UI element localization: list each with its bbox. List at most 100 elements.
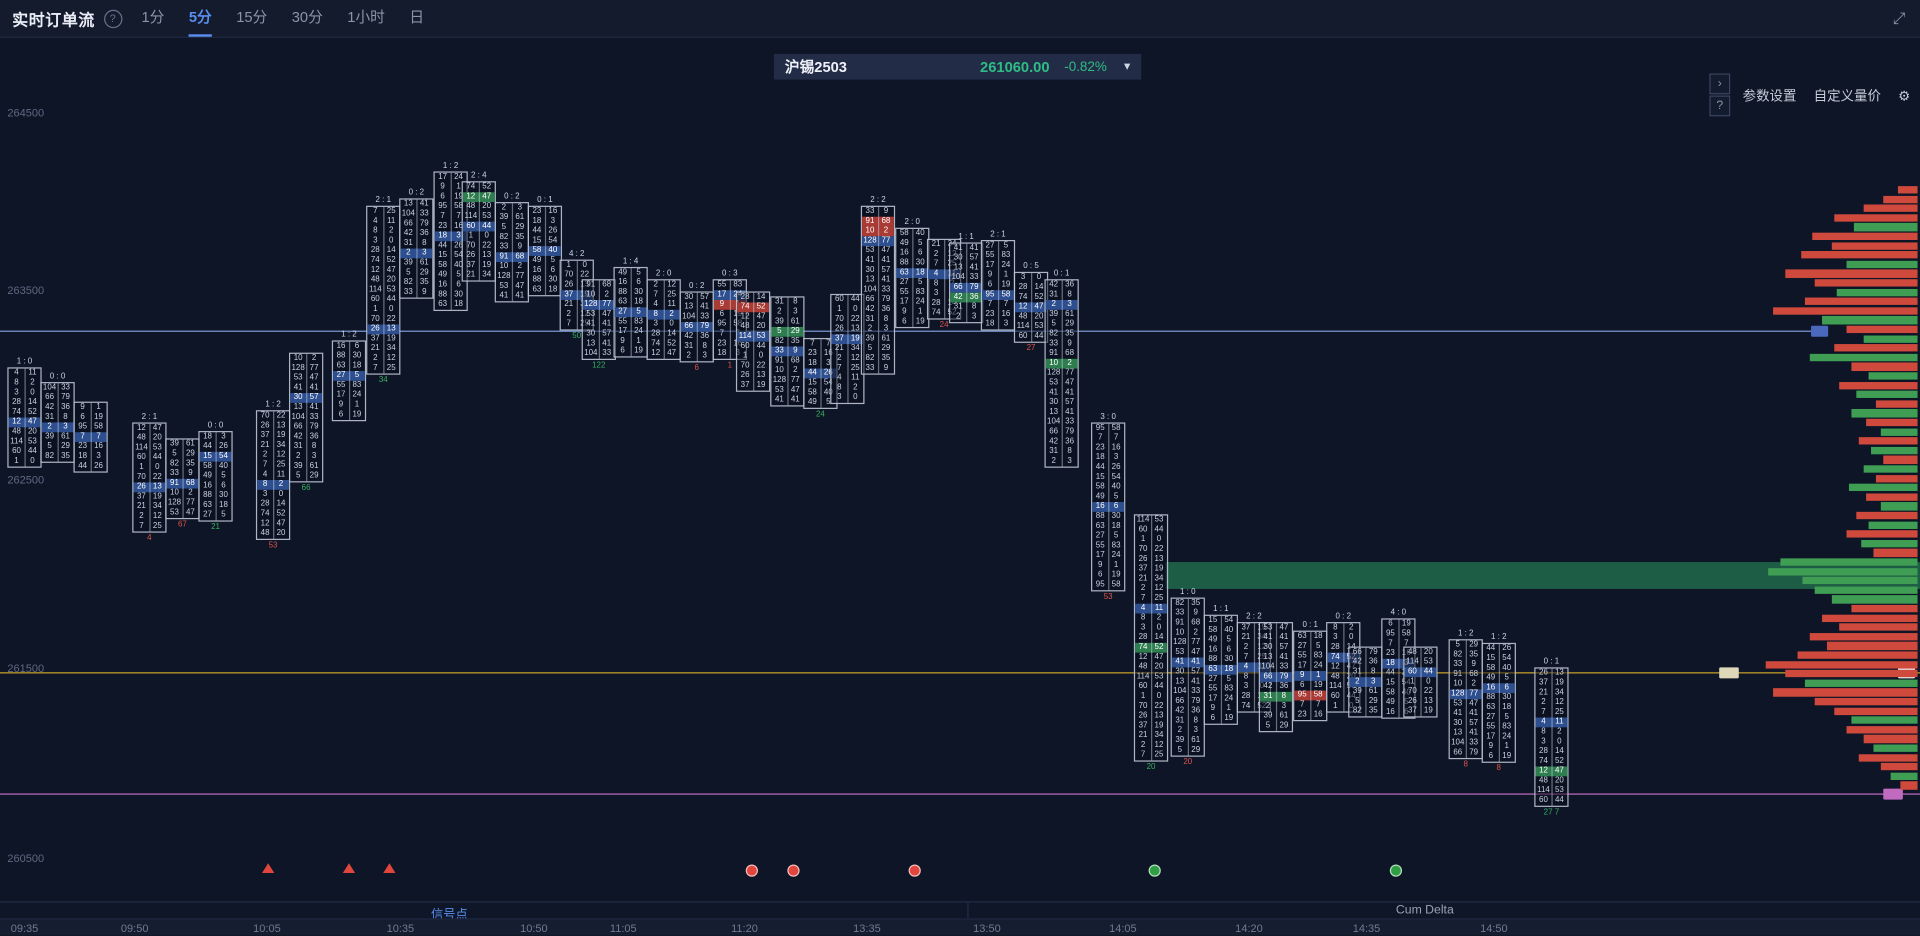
footprint-cell: 41 41 bbox=[290, 383, 322, 393]
footprint-cell: 104 33 bbox=[1450, 738, 1482, 748]
expand-icon[interactable]: ⤢ bbox=[1892, 8, 1906, 27]
volume-profile-bar bbox=[1765, 660, 1918, 669]
bid-volume: 114 bbox=[1328, 682, 1342, 691]
chevron-down-icon[interactable]: ▾ bbox=[1124, 60, 1131, 74]
ask-volume: 41 bbox=[419, 199, 429, 209]
chart-area[interactable]: 264500 263500 262500 261500 260500 4 11 8 2 3 0 28 1… bbox=[0, 37, 1920, 901]
ask-volume: 8 bbox=[1193, 716, 1198, 725]
bid-volume: 104 bbox=[863, 285, 877, 294]
ask-volume: 36 bbox=[700, 331, 710, 341]
ask-volume: 36 bbox=[309, 432, 319, 441]
candle-imbalance-header: 0 : 2 bbox=[1335, 612, 1352, 621]
help-icon[interactable]: ? bbox=[103, 9, 122, 28]
bid-volume: 3 bbox=[262, 489, 268, 499]
bid-volume: 41 bbox=[499, 291, 509, 301]
footprint-candle: 16 6 88 30 63 18 27 5 55 83 17 24 9 1 6 19 1 : 2 bbox=[331, 331, 367, 422]
footprint-cell: 55 83 bbox=[982, 251, 1014, 261]
footprint-cell: 66 79 bbox=[1046, 427, 1078, 437]
bid-volume: 26 bbox=[136, 482, 146, 492]
time-axis[interactable]: 09:35 09:50 10:05 10:35 10:50 11:05 11:20 13:35… bbox=[0, 918, 1920, 936]
ask-volume: 83 bbox=[1111, 541, 1121, 550]
bid-volume: 9 bbox=[902, 307, 907, 316]
bid-volume: 95 bbox=[717, 319, 727, 329]
candle-delta-footer: 8 bbox=[1463, 760, 1468, 769]
ask-volume: 61 bbox=[881, 334, 891, 343]
custom-volume-price-button[interactable]: 自定义量价 bbox=[1813, 89, 1881, 105]
ask-volume: 8 bbox=[1371, 667, 1376, 676]
footprint-cell: 70 22 bbox=[831, 315, 863, 325]
instrument-selector[interactable]: 沪锡2503 261060.00 -0.82% ▾ bbox=[773, 53, 1142, 80]
candle-divider bbox=[348, 341, 351, 421]
footprint-cell: 70 22 bbox=[463, 241, 495, 251]
footprint-candle: 26 13 37 19 21 34 2 12 7 25 4 11 8 2 3 0 28 14 74 52 12 47 48 2… bbox=[1534, 658, 1569, 817]
candle-imbalance-header: 0 : 1 bbox=[537, 195, 553, 205]
footprint-candle: 10 2 128 77 53 47 41 41 30 57 13 41 104 33 66 79 42 36 31 8… bbox=[288, 352, 324, 492]
bid-volume: 33 bbox=[170, 468, 179, 478]
tab-15分[interactable]: 15分 bbox=[236, 8, 268, 26]
tab-30分[interactable]: 30分 bbox=[291, 8, 323, 26]
tab-5分[interactable]: 5分 bbox=[188, 0, 212, 37]
footprint-cell: 82 35 bbox=[1172, 599, 1204, 609]
footprint-cell: 33 9 bbox=[167, 469, 199, 479]
bid-volume: 88 bbox=[1486, 693, 1496, 702]
ask-volume: 0 bbox=[1349, 633, 1354, 642]
volume-profile-bar bbox=[1802, 576, 1918, 585]
volume-profile-bar bbox=[1868, 372, 1918, 380]
bid-volume: 104 bbox=[1173, 686, 1187, 696]
ask-volume: 12 bbox=[386, 353, 396, 363]
footprint-cell: 55 83 bbox=[896, 288, 928, 298]
bid-volume: 63 bbox=[1486, 702, 1496, 712]
ask-volume: 16 bbox=[548, 206, 558, 216]
collapse-panel-button[interactable]: › bbox=[1709, 73, 1731, 95]
footprint-cell: 39 61 bbox=[771, 317, 803, 327]
volume-profile-bar bbox=[1851, 716, 1918, 725]
footprint-cell: 91 68 bbox=[495, 252, 528, 263]
tab-1小时[interactable]: 1小时 bbox=[347, 8, 385, 26]
candle-divider bbox=[450, 172, 452, 310]
bid-volume: 17 bbox=[717, 290, 727, 299]
bid-volume: 16 bbox=[438, 280, 448, 289]
gear-icon[interactable]: ⚙ bbox=[1898, 88, 1911, 104]
footprint-cell: 66 79 bbox=[42, 393, 74, 403]
ask-volume: 8 bbox=[1281, 691, 1287, 701]
footprint-cell: 70 22 bbox=[133, 473, 165, 483]
footprint-cell: 10 2 bbox=[771, 366, 803, 376]
bid-volume: 5 bbox=[1051, 319, 1056, 329]
bid-volume: 6 bbox=[902, 317, 907, 326]
volume-profile-bar bbox=[1856, 390, 1918, 399]
ask-volume: 24 bbox=[1224, 694, 1234, 703]
ask-volume: 41 bbox=[515, 291, 525, 301]
cum-delta-label[interactable]: Cum Delta bbox=[1395, 903, 1454, 918]
ask-volume: 22 bbox=[1423, 686, 1433, 696]
volume-profile-bar bbox=[1804, 297, 1918, 306]
ask-volume: 29 bbox=[790, 326, 800, 336]
settings-button[interactable]: 参数设置 bbox=[1742, 89, 1797, 105]
x-axis-label: 13:35 bbox=[853, 922, 881, 935]
tab-日[interactable]: 日 bbox=[409, 8, 425, 26]
ask-volume: 22 bbox=[580, 270, 590, 280]
ask-volume: 8 bbox=[1067, 446, 1072, 456]
ask-volume: 13 bbox=[1423, 696, 1433, 706]
ask-volume: 19 bbox=[1313, 680, 1323, 690]
bid-volume: 2 bbox=[566, 309, 571, 319]
bid-volume: 13 bbox=[684, 302, 694, 312]
tab-1分[interactable]: 1分 bbox=[141, 8, 165, 26]
footprint-cell: 39 61 bbox=[496, 213, 528, 223]
panel-help-button[interactable]: ? bbox=[1709, 95, 1731, 117]
bid-volume: 44 bbox=[1385, 668, 1395, 678]
ask-volume: 0 bbox=[1036, 273, 1042, 282]
bid-volume: 9 bbox=[1488, 742, 1494, 751]
